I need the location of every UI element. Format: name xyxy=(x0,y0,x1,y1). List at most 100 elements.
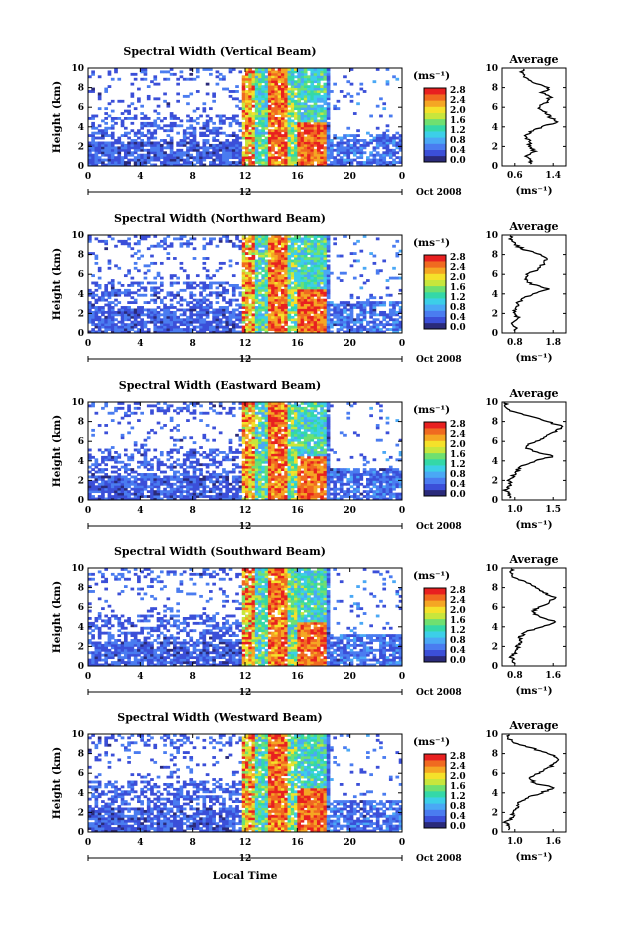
heatmap-cell xyxy=(202,143,207,147)
heatmap-cell xyxy=(212,438,216,442)
heatmap-cell xyxy=(303,310,308,314)
heatmap-cell xyxy=(300,247,305,251)
heatmap-cell xyxy=(297,318,302,322)
heatmap-cell xyxy=(140,473,145,476)
heatmap-cell xyxy=(280,301,285,304)
heatmap-cell xyxy=(153,330,158,334)
heatmap-cell xyxy=(280,239,285,243)
heatmap-cell xyxy=(300,279,305,282)
heatmap-cell xyxy=(110,288,115,292)
heatmap-cell xyxy=(271,301,275,304)
heatmap-cell xyxy=(189,126,194,130)
heatmap-cell xyxy=(388,153,393,157)
heatmap-cell xyxy=(280,134,285,137)
heatmap-cell xyxy=(379,153,383,157)
heatmap-cell xyxy=(326,315,331,319)
heatmap-cell xyxy=(163,409,167,413)
heatmap-cell xyxy=(339,143,344,147)
heatmap-cell xyxy=(333,82,337,86)
heatmap-cell xyxy=(235,235,239,238)
heatmap-cell xyxy=(245,264,249,268)
heatmap-cell xyxy=(392,276,396,280)
heatmap-cell xyxy=(261,70,266,74)
heatmap-cell xyxy=(133,151,138,155)
heatmap-cell xyxy=(189,455,194,459)
heatmap-cell xyxy=(114,163,118,167)
heatmap-cell xyxy=(192,465,197,469)
heatmap-cell xyxy=(388,136,393,140)
heatmap-cell xyxy=(153,153,158,157)
heatmap-cell xyxy=(123,448,128,452)
heatmap-cell xyxy=(366,279,370,282)
heatmap-cell xyxy=(248,117,252,120)
heatmap-cell xyxy=(277,112,282,115)
heatmap-cell xyxy=(267,153,272,157)
heatmap-cell xyxy=(277,313,282,317)
heatmap-cell xyxy=(274,80,279,84)
heatmap-cell xyxy=(179,141,184,145)
heatmap-cell xyxy=(297,68,302,71)
heatmap-cell xyxy=(215,495,220,498)
heatmap-cell xyxy=(146,143,151,147)
heatmap-cell xyxy=(248,252,252,255)
heatmap-cell xyxy=(212,480,216,484)
heatmap-cell xyxy=(123,468,128,471)
heatmap-cell xyxy=(123,470,128,474)
heatmap-cells xyxy=(88,68,403,167)
heatmap-cell xyxy=(307,298,311,302)
heatmap-cell xyxy=(372,136,377,140)
heatmap-cell xyxy=(277,249,282,253)
heatmap-cell xyxy=(169,497,174,501)
heatmap-cell xyxy=(310,131,315,135)
heatmap-cell xyxy=(248,244,252,248)
heatmap-cell xyxy=(245,284,249,287)
heatmap-cell xyxy=(199,328,203,331)
heatmap-cell xyxy=(284,104,288,108)
heatmap-cell xyxy=(343,325,347,329)
heatmap-cell xyxy=(271,310,275,314)
heatmap-cell xyxy=(320,161,324,164)
heatmap-cell xyxy=(264,303,269,307)
heatmap-cell xyxy=(284,70,288,74)
heatmap-cell xyxy=(297,126,302,130)
heatmap-cell xyxy=(192,298,197,302)
heatmap-cell xyxy=(146,485,151,489)
heatmap-cell xyxy=(274,117,279,120)
heatmap-cell xyxy=(150,497,154,501)
heatmap-cell xyxy=(218,330,223,334)
heatmap-cell xyxy=(294,143,298,147)
heatmap-cell xyxy=(225,475,230,479)
heatmap-cell xyxy=(238,143,243,147)
heatmap-cell xyxy=(222,470,226,474)
heatmap-cell xyxy=(182,475,187,479)
heatmap-cell xyxy=(140,325,145,329)
heatmap-cell xyxy=(375,237,380,241)
heatmap-cell xyxy=(277,328,282,331)
heatmap-cell xyxy=(392,139,396,142)
heatmap-cell xyxy=(110,458,115,462)
heatmap-cell xyxy=(130,487,135,491)
heatmap-cell xyxy=(320,158,324,162)
heatmap-cell xyxy=(349,325,354,329)
heatmap-cell xyxy=(189,281,194,285)
heatmap-cell xyxy=(258,320,262,324)
heatmap-cell xyxy=(284,109,288,113)
heatmap-cell xyxy=(169,315,174,319)
heatmap-cell xyxy=(310,318,315,322)
heatmap-cell xyxy=(284,153,288,157)
heatmap-cell xyxy=(222,163,226,167)
heatmap-cell xyxy=(140,143,145,147)
heatmap-cell xyxy=(127,153,131,157)
heatmap-cell xyxy=(323,75,328,79)
heatmap-cell xyxy=(271,82,275,86)
heatmap-cell xyxy=(392,320,396,324)
heatmap-cell xyxy=(231,131,236,135)
heatmap-cell xyxy=(382,325,387,329)
heatmap-cell xyxy=(205,141,210,145)
heatmap-cell xyxy=(192,318,197,322)
heatmap-cell xyxy=(290,318,295,322)
heatmap-cell xyxy=(258,328,262,331)
heatmap-cell xyxy=(271,291,275,295)
heatmap-cell xyxy=(261,308,266,312)
heatmap-cell xyxy=(110,109,115,113)
